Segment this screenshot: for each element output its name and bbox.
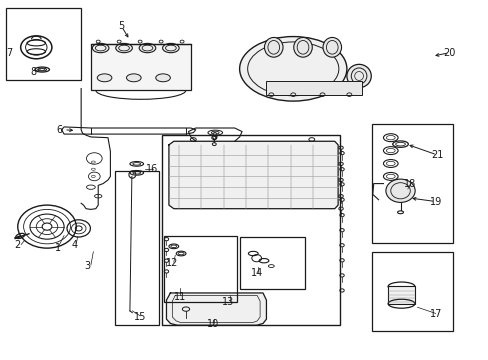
Ellipse shape — [162, 43, 179, 53]
Text: 8: 8 — [31, 67, 37, 77]
Ellipse shape — [346, 64, 370, 87]
Text: 20: 20 — [442, 48, 454, 58]
Text: 4: 4 — [72, 239, 78, 249]
Text: 17: 17 — [428, 310, 441, 319]
Polygon shape — [168, 141, 337, 209]
Text: 14: 14 — [250, 268, 262, 278]
Ellipse shape — [385, 179, 414, 202]
Text: 10: 10 — [207, 319, 219, 329]
Text: 12: 12 — [166, 258, 178, 268]
Ellipse shape — [264, 37, 283, 57]
Bar — [115, 171, 159, 325]
Ellipse shape — [323, 37, 341, 57]
Ellipse shape — [139, 43, 156, 53]
Text: 13: 13 — [222, 297, 234, 307]
Text: 18: 18 — [404, 179, 416, 189]
Text: 19: 19 — [428, 197, 441, 207]
Text: 5: 5 — [118, 21, 124, 31]
Text: 1: 1 — [55, 243, 61, 253]
Ellipse shape — [116, 43, 132, 53]
Ellipse shape — [97, 74, 112, 82]
Text: 6: 6 — [56, 125, 62, 135]
Text: 15: 15 — [133, 312, 145, 322]
Text: 3: 3 — [84, 261, 90, 271]
Ellipse shape — [156, 74, 170, 82]
Text: 11: 11 — [174, 292, 186, 302]
Bar — [91, 44, 190, 90]
Bar — [371, 125, 452, 243]
Polygon shape — [166, 293, 266, 325]
Bar — [163, 235, 237, 302]
Text: 7: 7 — [6, 48, 13, 58]
Ellipse shape — [92, 43, 109, 53]
Bar — [371, 252, 452, 330]
Bar — [387, 286, 414, 304]
Bar — [161, 135, 339, 325]
Text: 16: 16 — [145, 164, 158, 174]
Ellipse shape — [239, 37, 346, 101]
Text: 2: 2 — [15, 240, 21, 250]
Ellipse shape — [293, 37, 312, 57]
Ellipse shape — [126, 74, 141, 82]
Text: 9: 9 — [211, 132, 217, 142]
Bar — [266, 81, 361, 95]
Bar — [239, 237, 305, 289]
Bar — [5, 8, 81, 80]
Text: 21: 21 — [430, 150, 443, 160]
